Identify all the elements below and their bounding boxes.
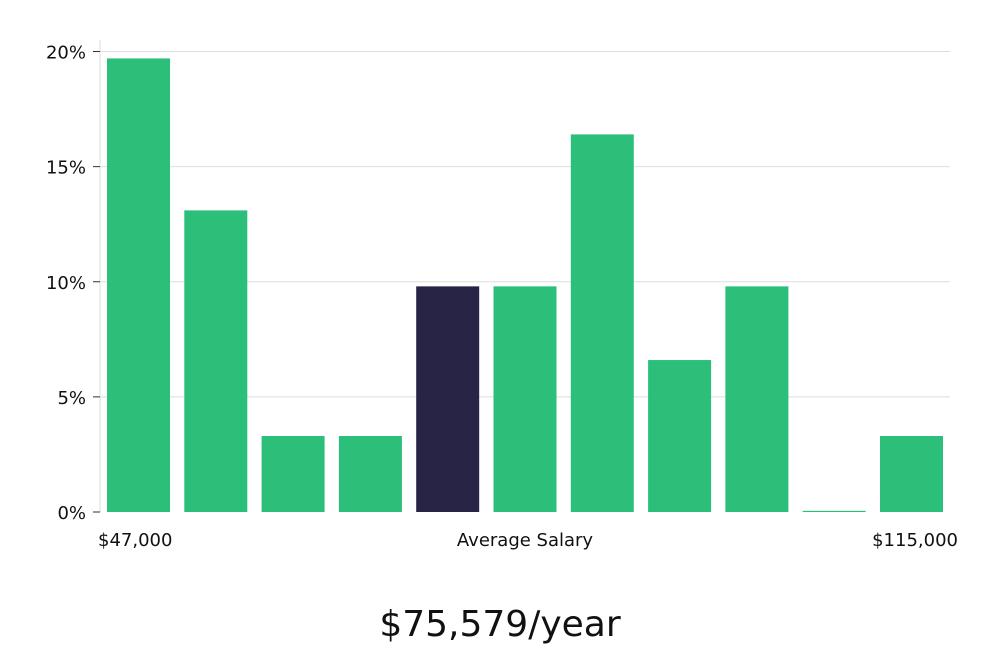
bar xyxy=(648,360,712,512)
y-tick-label: 0% xyxy=(57,503,86,524)
bars xyxy=(107,58,943,512)
average-salary-headline: $75,579/year xyxy=(379,604,621,645)
x-min-label: $47,000 xyxy=(98,530,172,551)
bar xyxy=(725,286,789,512)
y-axis-ticks: 0% 5% 10% 15% 20% xyxy=(46,43,100,524)
bar xyxy=(802,510,866,512)
y-tick-label: 5% xyxy=(57,388,86,409)
y-tick-label: 15% xyxy=(46,158,86,179)
y-tick-label: 10% xyxy=(46,273,86,294)
bar xyxy=(107,58,170,512)
bar xyxy=(570,134,634,512)
bar xyxy=(338,436,402,512)
y-tick-label: 20% xyxy=(46,43,86,64)
x-max-label: $115,000 xyxy=(872,530,958,551)
bar-average-salary xyxy=(416,286,480,512)
bar xyxy=(261,436,325,512)
x-center-label: Average Salary xyxy=(457,530,594,551)
bar xyxy=(493,286,557,512)
bar xyxy=(184,210,248,512)
bar xyxy=(880,436,943,512)
salary-histogram: 0% 5% 10% 15% 20% $47,000 Average Salary $11… xyxy=(46,40,958,551)
